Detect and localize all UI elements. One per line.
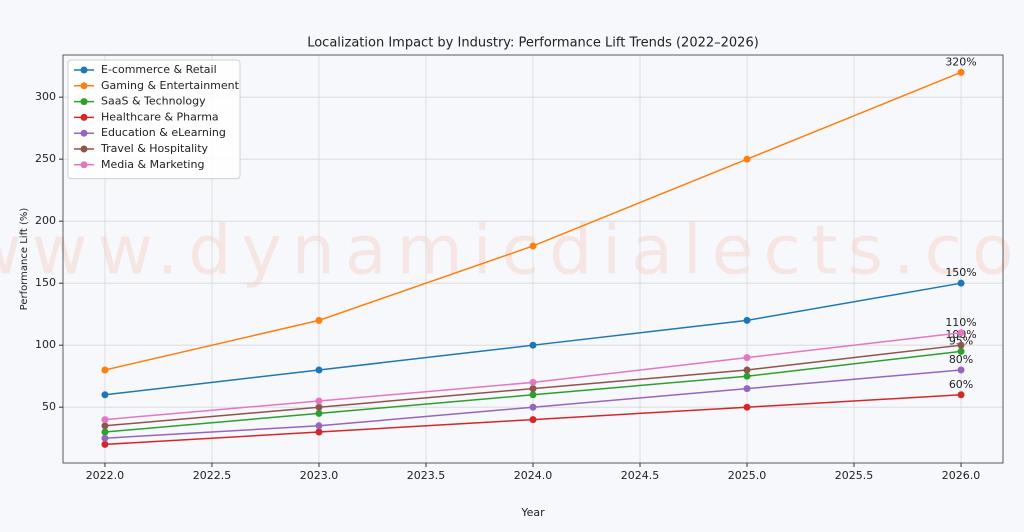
- data-point: [101, 428, 109, 436]
- data-point: [529, 385, 537, 393]
- data-point: [743, 372, 751, 380]
- data-point: [101, 366, 109, 374]
- data-point: [743, 354, 751, 362]
- value-label: 320%: [945, 55, 976, 68]
- x-axis-label: Year: [520, 506, 545, 519]
- data-point: [957, 391, 965, 399]
- x-tick-label: 2025.0: [728, 469, 767, 482]
- data-point: [529, 341, 537, 349]
- x-tick-label: 2024.0: [514, 469, 553, 482]
- data-point: [101, 440, 109, 448]
- data-point: [315, 366, 323, 374]
- legend-marker: [80, 161, 88, 169]
- data-point: [957, 68, 965, 76]
- value-label: 80%: [949, 353, 973, 366]
- x-tick-label: 2023.0: [300, 469, 339, 482]
- legend-label: Media & Marketing: [101, 158, 204, 171]
- legend-label: Gaming & Entertainment: [101, 79, 240, 92]
- data-point: [743, 155, 751, 163]
- legend-label: Healthcare & Pharma: [101, 110, 219, 123]
- y-tick-label: 100: [35, 338, 56, 351]
- legend-marker: [80, 145, 88, 153]
- watermark: www.dynamicdialects.com: [0, 212, 1024, 291]
- x-tick-label: 2023.5: [407, 469, 446, 482]
- legend-label: Travel & Hospitality: [100, 142, 209, 155]
- legend-marker: [80, 129, 88, 137]
- data-point: [957, 279, 965, 287]
- data-point: [315, 409, 323, 417]
- data-point: [529, 416, 537, 424]
- data-point: [529, 378, 537, 386]
- x-tick-label: 2022.0: [86, 469, 125, 482]
- legend-marker: [80, 98, 88, 106]
- x-tick-label: 2024.5: [621, 469, 660, 482]
- data-point: [743, 403, 751, 411]
- legend-marker: [80, 66, 88, 74]
- data-point: [101, 391, 109, 399]
- data-point: [101, 422, 109, 430]
- data-point: [315, 316, 323, 324]
- value-label: 150%: [945, 266, 976, 279]
- data-point: [743, 316, 751, 324]
- data-point: [743, 385, 751, 393]
- value-label: 110%: [945, 316, 976, 329]
- data-point: [315, 403, 323, 411]
- legend-label: E-commerce & Retail: [101, 63, 217, 76]
- plot-frame: [62, 54, 1004, 464]
- legend-label: Education & eLearning: [101, 126, 226, 139]
- y-tick-label: 200: [35, 214, 56, 227]
- x-tick-label: 2022.5: [193, 469, 232, 482]
- y-tick-label: 50: [42, 400, 56, 413]
- legend-label: SaaS & Technology: [101, 95, 206, 108]
- y-tick-label: 150: [35, 276, 56, 289]
- legend-box: [67, 59, 241, 180]
- legend-marker: [80, 113, 88, 121]
- x-tick-label: 2026.0: [942, 469, 981, 482]
- data-point: [957, 329, 965, 337]
- y-tick-label: 300: [35, 90, 56, 103]
- data-point: [957, 366, 965, 374]
- legend-marker: [80, 82, 88, 90]
- data-point: [743, 366, 751, 374]
- data-point: [315, 422, 323, 430]
- data-point: [957, 341, 965, 349]
- y-tick-label: 250: [35, 152, 56, 165]
- value-label: 95%: [949, 334, 973, 347]
- value-label: 60%: [949, 378, 973, 391]
- x-tick-label: 2025.5: [835, 469, 874, 482]
- data-point: [529, 242, 537, 250]
- data-point: [957, 347, 965, 355]
- data-point: [101, 416, 109, 424]
- data-point: [529, 391, 537, 399]
- data-point: [315, 428, 323, 436]
- data-point: [315, 397, 323, 405]
- data-point: [101, 434, 109, 442]
- y-axis-label: Performance Lift (%): [19, 208, 30, 311]
- data-point: [529, 403, 537, 411]
- chart-title: Localization Impact by Industry: Perform…: [307, 36, 759, 51]
